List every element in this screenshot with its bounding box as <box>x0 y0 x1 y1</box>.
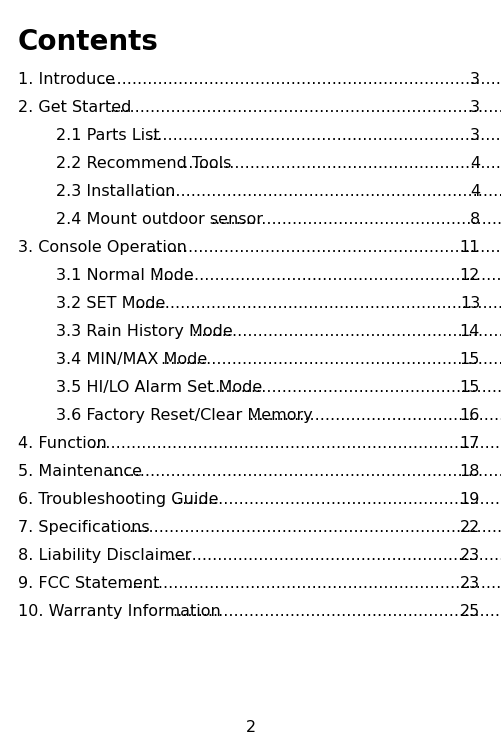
Text: ................................................................................: ........................................… <box>248 408 501 423</box>
Text: 3.3 Rain History Mode: 3.3 Rain History Mode <box>56 324 233 339</box>
Text: 4: 4 <box>470 156 480 171</box>
Text: 9. FCC Statement: 9. FCC Statement <box>18 576 159 591</box>
Text: 22: 22 <box>460 520 480 535</box>
Text: 6. Troubleshooting Guide: 6. Troubleshooting Guide <box>18 492 218 507</box>
Text: 15: 15 <box>459 380 480 395</box>
Text: 12: 12 <box>459 268 480 283</box>
Text: 8. Liability Disclaimer: 8. Liability Disclaimer <box>18 548 191 563</box>
Text: 3. Console Operation: 3. Console Operation <box>18 240 187 255</box>
Text: ................................................................................: ........................................… <box>109 100 501 115</box>
Text: ................................................................................: ........................................… <box>191 324 501 339</box>
Text: ................................................................................: ........................................… <box>172 604 501 619</box>
Text: 13: 13 <box>460 296 480 311</box>
Text: ................................................................................: ........................................… <box>172 492 501 507</box>
Text: 2.1 Parts List: 2.1 Parts List <box>56 128 160 143</box>
Text: ................................................................................: ........................................… <box>166 548 501 563</box>
Text: 2. Get Started: 2. Get Started <box>18 100 131 115</box>
Text: 3.6 Factory Reset/Clear Memory: 3.6 Factory Reset/Clear Memory <box>56 408 313 423</box>
Text: 4: 4 <box>470 184 480 199</box>
Text: 14: 14 <box>459 324 480 339</box>
Text: ................................................................................: ........................................… <box>147 240 501 255</box>
Text: 23: 23 <box>460 576 480 591</box>
Text: ................................................................................: ........................................… <box>160 184 501 199</box>
Text: 3: 3 <box>470 72 480 87</box>
Text: 23: 23 <box>460 548 480 563</box>
Text: ................................................................................: ........................................… <box>179 156 501 171</box>
Text: 3.1 Normal Mode: 3.1 Normal Mode <box>56 268 194 283</box>
Text: 16: 16 <box>459 408 480 423</box>
Text: ................................................................................: ........................................… <box>90 436 501 451</box>
Text: 1. Introduce: 1. Introduce <box>18 72 115 87</box>
Text: 10. Warranty Information: 10. Warranty Information <box>18 604 221 619</box>
Text: Contents: Contents <box>18 28 159 56</box>
Text: 11: 11 <box>459 240 480 255</box>
Text: ................................................................................: ........................................… <box>160 352 501 367</box>
Text: 15: 15 <box>459 352 480 367</box>
Text: 7. Specifications: 7. Specifications <box>18 520 150 535</box>
Text: ................................................................................: ........................................… <box>97 72 501 87</box>
Text: 2.2 Recommend Tools: 2.2 Recommend Tools <box>56 156 231 171</box>
Text: 2: 2 <box>245 720 256 735</box>
Text: ................................................................................: ........................................… <box>210 212 501 227</box>
Text: 25: 25 <box>460 604 480 619</box>
Text: 19: 19 <box>459 492 480 507</box>
Text: 2.4 Mount outdoor sensor: 2.4 Mount outdoor sensor <box>56 212 263 227</box>
Text: 18: 18 <box>459 464 480 479</box>
Text: ................................................................................: ........................................… <box>135 296 501 311</box>
Text: 4. Function: 4. Function <box>18 436 107 451</box>
Text: 3: 3 <box>470 128 480 143</box>
Text: ................................................................................: ........................................… <box>128 520 501 535</box>
Text: ................................................................................: ........................................… <box>147 128 501 143</box>
Text: ................................................................................: ........................................… <box>109 464 501 479</box>
Text: 5. Maintenance: 5. Maintenance <box>18 464 142 479</box>
Text: 3.4 MIN/MAX Mode: 3.4 MIN/MAX Mode <box>56 352 207 367</box>
Text: ................................................................................: ........................................… <box>153 268 501 283</box>
Text: 2.3 Installation: 2.3 Installation <box>56 184 175 199</box>
Text: ................................................................................: ........................................… <box>210 380 501 395</box>
Text: 17: 17 <box>459 436 480 451</box>
Text: 3: 3 <box>470 100 480 115</box>
Text: ................................................................................: ........................................… <box>122 576 501 591</box>
Text: 3.2 SET Mode: 3.2 SET Mode <box>56 296 165 311</box>
Text: 3.5 HI/LO Alarm Set Mode: 3.5 HI/LO Alarm Set Mode <box>56 380 262 395</box>
Text: 8: 8 <box>470 212 480 227</box>
